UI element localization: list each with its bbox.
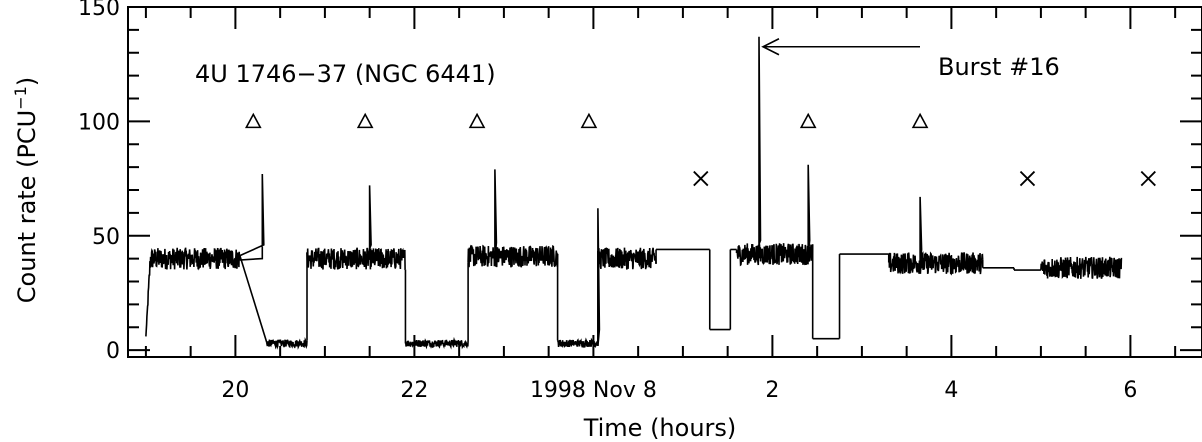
light-curve-segment	[556, 208, 601, 349]
triangle-marker	[799, 112, 817, 129]
light-curve-segment	[145, 173, 265, 337]
light-curve-segment	[597, 247, 657, 270]
y-axis-title-close: )	[13, 77, 41, 86]
burst-annotation-label: Burst #16	[938, 53, 1060, 81]
triangle-marker	[580, 112, 598, 129]
y-tick-label: 150	[78, 0, 120, 21]
light-curve-segment	[1040, 256, 1123, 280]
triangle-marker	[911, 112, 929, 129]
markers	[244, 112, 1156, 187]
x-tick-label: 6	[1123, 378, 1137, 403]
x-axis-title: Time (hours)	[583, 414, 737, 442]
light-curve-segment	[735, 36, 814, 267]
y-axis-title: Count rate (PCU−1)	[11, 77, 41, 303]
light-curve-segment	[888, 196, 984, 276]
triangle-marker	[356, 112, 374, 129]
light-curve-segment	[467, 169, 559, 268]
source-label: 4U 1746−37 (NGC 6441)	[195, 60, 496, 88]
x-tick-label: 2	[765, 378, 779, 403]
x-tick-label: 20	[221, 378, 249, 403]
y-axis-title-main: Count rate (PCU	[13, 110, 41, 303]
x-tick-label: 4	[944, 378, 958, 403]
plot-area	[145, 36, 1123, 350]
annotation-arrow-head	[761, 38, 780, 56]
plot-frame	[127, 6, 1202, 358]
x-tick-label: 22	[400, 378, 428, 403]
light-curve-segment	[405, 336, 469, 350]
light-curve-segment	[306, 185, 406, 271]
plot-axes: 0 50 100 150 20 22 1998 Nov 8 2 4 6	[78, 0, 1202, 403]
light-curve-segment	[265, 337, 308, 350]
y-axis-title-sup: −1	[11, 86, 30, 110]
x-tick-label: 1998 Nov 8	[530, 378, 657, 403]
cross-marker	[1140, 170, 1156, 187]
burst-annotation: Burst #16	[761, 38, 1060, 81]
light-curve-connector	[239, 255, 268, 343]
y-tick-label: 0	[106, 339, 120, 364]
cross-marker	[1019, 170, 1036, 187]
y-tick-label: 100	[78, 110, 120, 135]
cross-marker	[693, 170, 709, 187]
triangle-marker	[244, 112, 262, 129]
triangle-marker	[468, 112, 486, 129]
y-tick-label: 50	[92, 225, 120, 250]
